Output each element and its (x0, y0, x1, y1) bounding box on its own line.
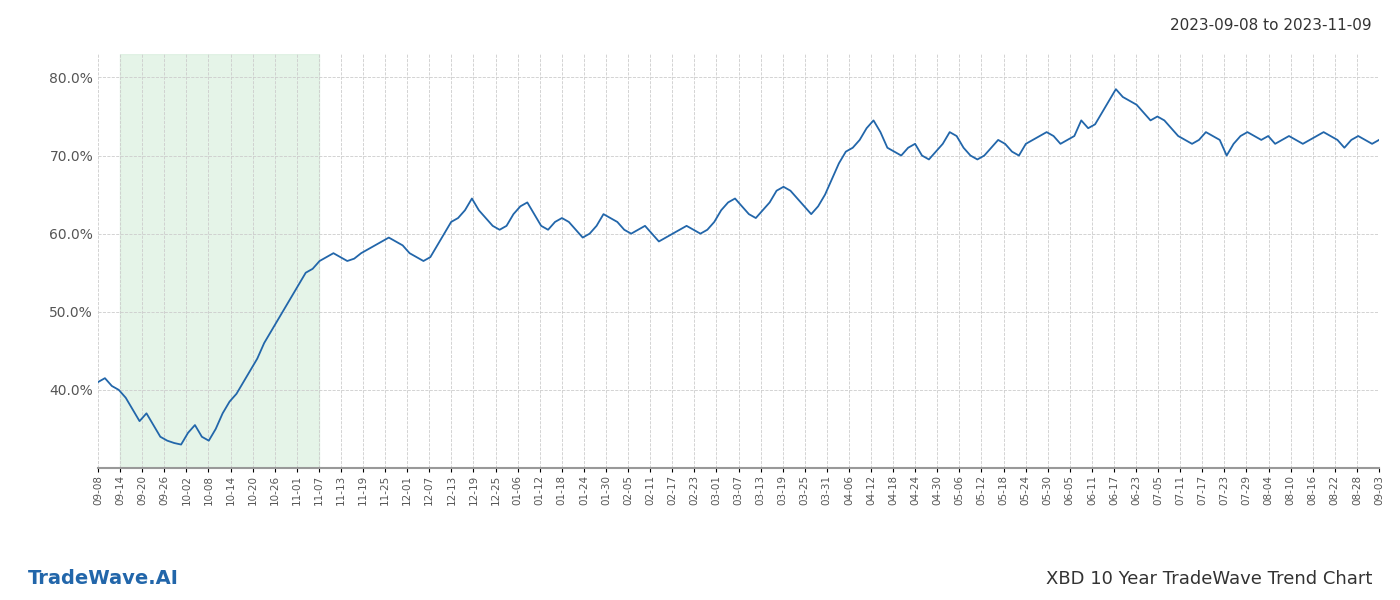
Text: XBD 10 Year TradeWave Trend Chart: XBD 10 Year TradeWave Trend Chart (1046, 570, 1372, 588)
Text: 2023-09-08 to 2023-11-09: 2023-09-08 to 2023-11-09 (1170, 18, 1372, 33)
Bar (120, 54, 319, 468)
Text: TradeWave.AI: TradeWave.AI (28, 569, 179, 588)
